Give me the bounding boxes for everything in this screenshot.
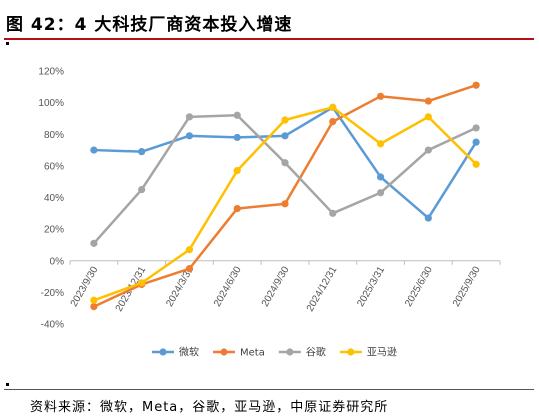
legend-swatch-marker: [159, 348, 167, 356]
series-3: [90, 103, 480, 304]
y-tick-label: 100%: [38, 98, 64, 109]
data-point: [376, 173, 385, 181]
data-point: [138, 279, 146, 287]
data-point: [329, 103, 337, 111]
data-point: [138, 185, 146, 194]
data-point: [329, 209, 337, 217]
data-point: [90, 239, 98, 247]
title-rule: [4, 38, 534, 40]
source-note: 资料来源：微软，Meta，谷歌，亚马逊，中原证券研究所: [30, 400, 389, 415]
x-tick-label: 2024/12/31: [305, 264, 340, 313]
legend-item: 微软: [152, 346, 199, 359]
capex-growth-chart: -40%-20%0%20%40%60%80%100%120% 2023/9/30…: [38, 67, 501, 359]
y-tick-label: 80%: [44, 130, 64, 141]
bullet-dot-bottom: [6, 383, 9, 386]
y-axis: -40% -20% 0% 20% 40% 60% 80% 100% 120%: [38, 67, 64, 331]
source-rule: [4, 389, 534, 390]
data-point: [233, 111, 241, 119]
data-point: [424, 113, 432, 121]
data-point: [233, 133, 241, 142]
data-point: [281, 132, 289, 140]
data-point: [424, 97, 432, 105]
data-point: [281, 159, 289, 167]
data-point: [281, 200, 289, 208]
legend-label: Meta: [240, 348, 265, 359]
y-tick-label: 40%: [44, 193, 64, 204]
data-point: [424, 146, 432, 154]
y-tick-label: -40%: [41, 320, 64, 331]
data-point: [376, 92, 385, 100]
x-tick-label: 2025/3/31: [355, 264, 387, 308]
data-point: [472, 160, 480, 168]
data-point: [185, 246, 194, 254]
data-point: [233, 167, 241, 175]
series-0: [90, 103, 480, 222]
data-point: [90, 146, 98, 154]
legend-swatch-marker: [286, 348, 294, 356]
x-tick-label: 2024/6/30: [212, 264, 244, 308]
legend-swatch-marker: [347, 348, 355, 356]
data-point: [90, 303, 98, 311]
data-point: [376, 189, 385, 197]
data-point: [233, 204, 241, 213]
x-tick-label: 2025/9/30: [451, 264, 483, 308]
legend-item: 亚马逊: [339, 347, 397, 359]
data-point: [472, 124, 480, 132]
series-layer: [90, 81, 480, 311]
series-2: [90, 111, 480, 247]
bullet-dot-top: [6, 42, 9, 45]
legend-label: 微软: [179, 346, 199, 359]
legend-swatch-marker: [220, 348, 228, 356]
y-tick-label: 60%: [44, 161, 64, 172]
data-point: [472, 138, 480, 146]
series-1: [90, 81, 480, 311]
legend-label: 亚马逊: [367, 347, 397, 359]
data-point: [424, 214, 432, 222]
legend: 微软 Meta 谷歌 亚马逊: [152, 346, 397, 359]
data-point: [90, 296, 98, 304]
legend-item: Meta: [213, 348, 265, 359]
data-point: [185, 113, 194, 121]
y-tick-label: 0%: [50, 256, 65, 267]
data-point: [185, 132, 194, 140]
x-tick-label: 2024/9/30: [260, 264, 292, 308]
data-point: [281, 116, 289, 124]
legend-item: 谷歌: [278, 346, 326, 359]
y-tick-label: 20%: [44, 225, 64, 236]
data-point: [376, 140, 385, 148]
data-point: [329, 118, 337, 126]
figure-title: 图 42：4 大科技厂商资本投入增速: [6, 15, 293, 35]
y-tick-label: -20%: [41, 288, 64, 299]
data-point: [138, 148, 146, 156]
data-point: [185, 265, 194, 273]
y-tick-label: 120%: [38, 67, 64, 78]
data-point: [472, 81, 480, 89]
x-tick-label: 2025/6/30: [403, 264, 435, 308]
legend-label: 谷歌: [306, 346, 326, 359]
